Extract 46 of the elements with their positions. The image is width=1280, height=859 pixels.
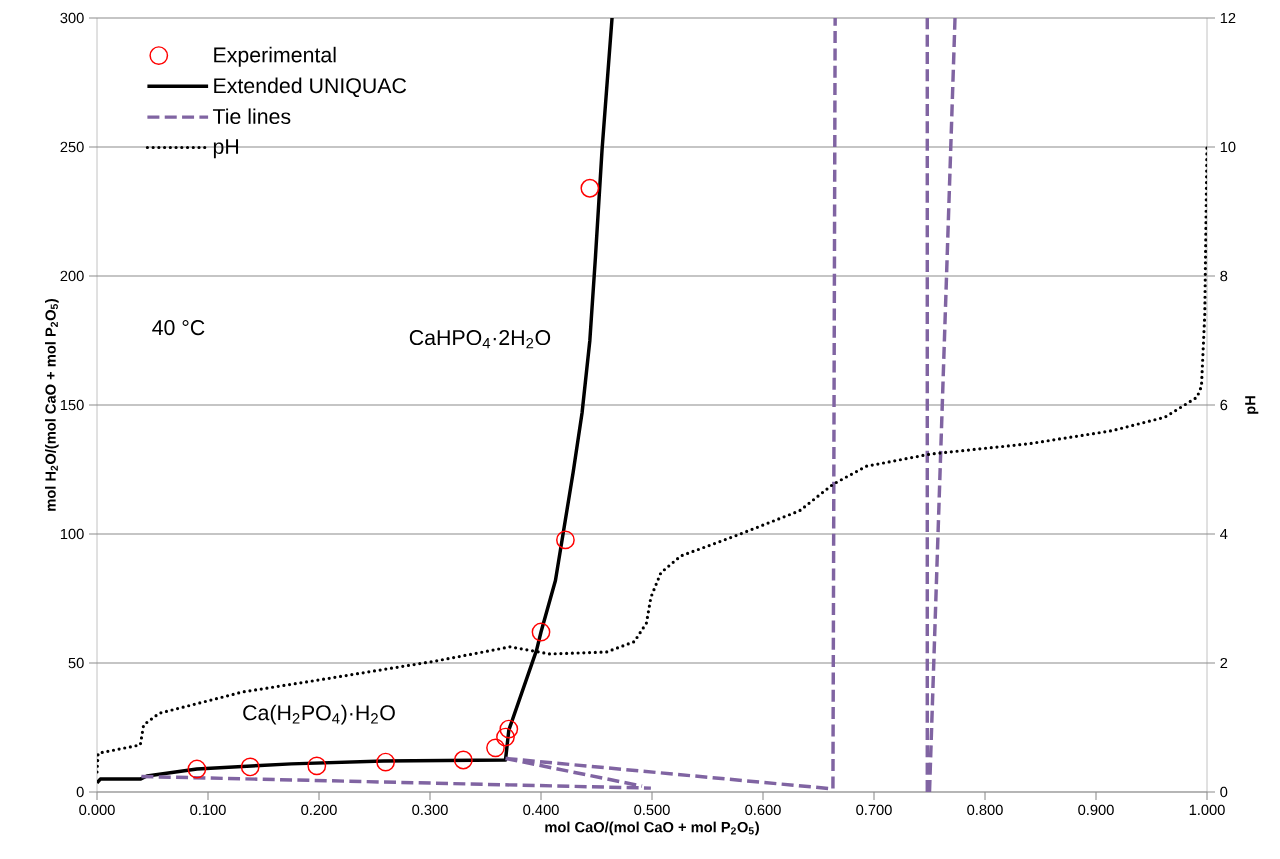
legend-label: Tie lines: [212, 108, 291, 125]
y2-tick-label: 0: [1220, 786, 1228, 798]
point: [240, 757, 260, 777]
point: [187, 759, 207, 779]
x-tick-label: 0.200: [301, 804, 337, 816]
x-tick-label: 0.000: [79, 804, 115, 816]
y-tick-label: 200: [60, 270, 84, 282]
y-axis-title: mol H$_{2}$O/(mol CaO + mol P$_{2}$O$_{5}$): [45, 298, 59, 511]
point: [531, 622, 551, 642]
y-tick-label: 0: [76, 786, 84, 798]
point: [486, 738, 505, 758]
x-tick-label: 0.300: [412, 804, 448, 816]
y-tick-label: 50: [68, 657, 84, 669]
x-tick-label: 0.700: [856, 804, 892, 816]
y2-tick-label: 8: [1220, 270, 1228, 282]
point: [496, 727, 515, 747]
point: [307, 756, 327, 776]
point: [499, 719, 519, 739]
point: [556, 530, 575, 550]
legend-label: pH: [213, 139, 239, 159]
y-tick-label: 150: [60, 399, 84, 411]
y2-tick-label: 6: [1220, 399, 1228, 411]
y2-tick-label: 12: [1220, 12, 1236, 24]
point: [376, 752, 396, 772]
y-tick-label: 100: [60, 528, 84, 540]
annotation: 40 °C: [152, 320, 205, 336]
x-tick-label: 0.600: [745, 804, 781, 816]
point: [453, 750, 473, 770]
x-tick-label: 0.100: [190, 804, 226, 816]
legend-label: Experimental: [214, 46, 336, 67]
y2-tick-label: 4: [1220, 528, 1228, 540]
annotation: CaHPO$_{4}$·2H$_{2}$O: [409, 330, 551, 349]
x-axis-title: mol CaO/(mol CaO + mol P$_{2}$O$_{5}$): [545, 821, 759, 836]
x-tick-label: 0.800: [967, 804, 1003, 816]
x-tick-label: 0.900: [1078, 804, 1114, 816]
annotation: Ca(H$_{2}$PO$_{4}$)·H$_{2}$O: [243, 704, 395, 725]
y2-axis-title: pH: [1245, 396, 1259, 414]
y2-tick-label: 10: [1220, 141, 1236, 153]
y2-tick-label: 2: [1220, 657, 1228, 669]
y-tick-label: 250: [60, 141, 84, 153]
x-tick-label: 1.000: [1189, 804, 1225, 816]
y-tick-label: 300: [60, 12, 84, 24]
legend-label: Extended UNIQUAC: [214, 77, 407, 98]
point: [580, 178, 600, 198]
x-tick-label: 0.400: [523, 804, 559, 816]
x-tick-label: 0.500: [634, 804, 670, 816]
